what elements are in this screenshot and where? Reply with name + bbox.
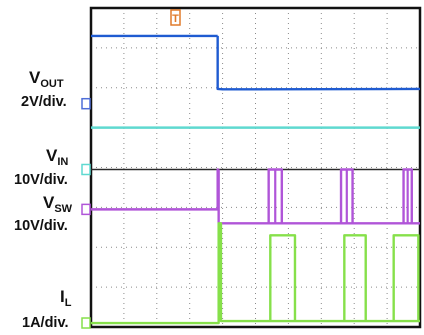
- graticule: [91, 8, 420, 327]
- vsw-label: VSW: [43, 193, 73, 215]
- vsw-scale-label: 10V/div.: [14, 218, 68, 234]
- il-label-sub: L: [65, 297, 72, 309]
- il-label-main: I: [60, 287, 65, 306]
- trigger-marker: T: [170, 9, 181, 26]
- vsw-label-main: V: [43, 193, 55, 212]
- vin-label-sub: IN: [57, 156, 68, 168]
- vin-label-main: V: [46, 146, 58, 165]
- vout-label-main: V: [29, 68, 41, 87]
- waveform-traces: [91, 34, 421, 325]
- trigger-marker-label: T: [172, 13, 179, 25]
- vin-label: VIN: [46, 146, 68, 168]
- channel-ground-markers: [81, 97, 91, 329]
- vin-scale-label: 10V/div.: [14, 172, 68, 188]
- vsw-label-sub: SW: [54, 203, 72, 215]
- il-ground-marker: [81, 317, 91, 329]
- vout-label-sub: OUT: [40, 78, 64, 90]
- plot-frame: [89, 6, 422, 329]
- il-trace: [91, 222, 420, 325]
- plot-area: [91, 8, 420, 327]
- vout-ground-marker: [81, 97, 91, 110]
- vsw-ground-marker: [81, 203, 91, 216]
- il-scale-label: 1A/div.: [22, 315, 68, 331]
- vout-scale-label: 2V/div.: [21, 94, 67, 110]
- il-pulse: [343, 234, 367, 322]
- vout-label: VOUT: [29, 68, 64, 90]
- il-pulse: [392, 234, 420, 322]
- il-label: IL: [60, 287, 72, 309]
- vin-ground-marker: [81, 163, 91, 176]
- vout-trace: [216, 35, 421, 91]
- il-pulse: [269, 234, 297, 322]
